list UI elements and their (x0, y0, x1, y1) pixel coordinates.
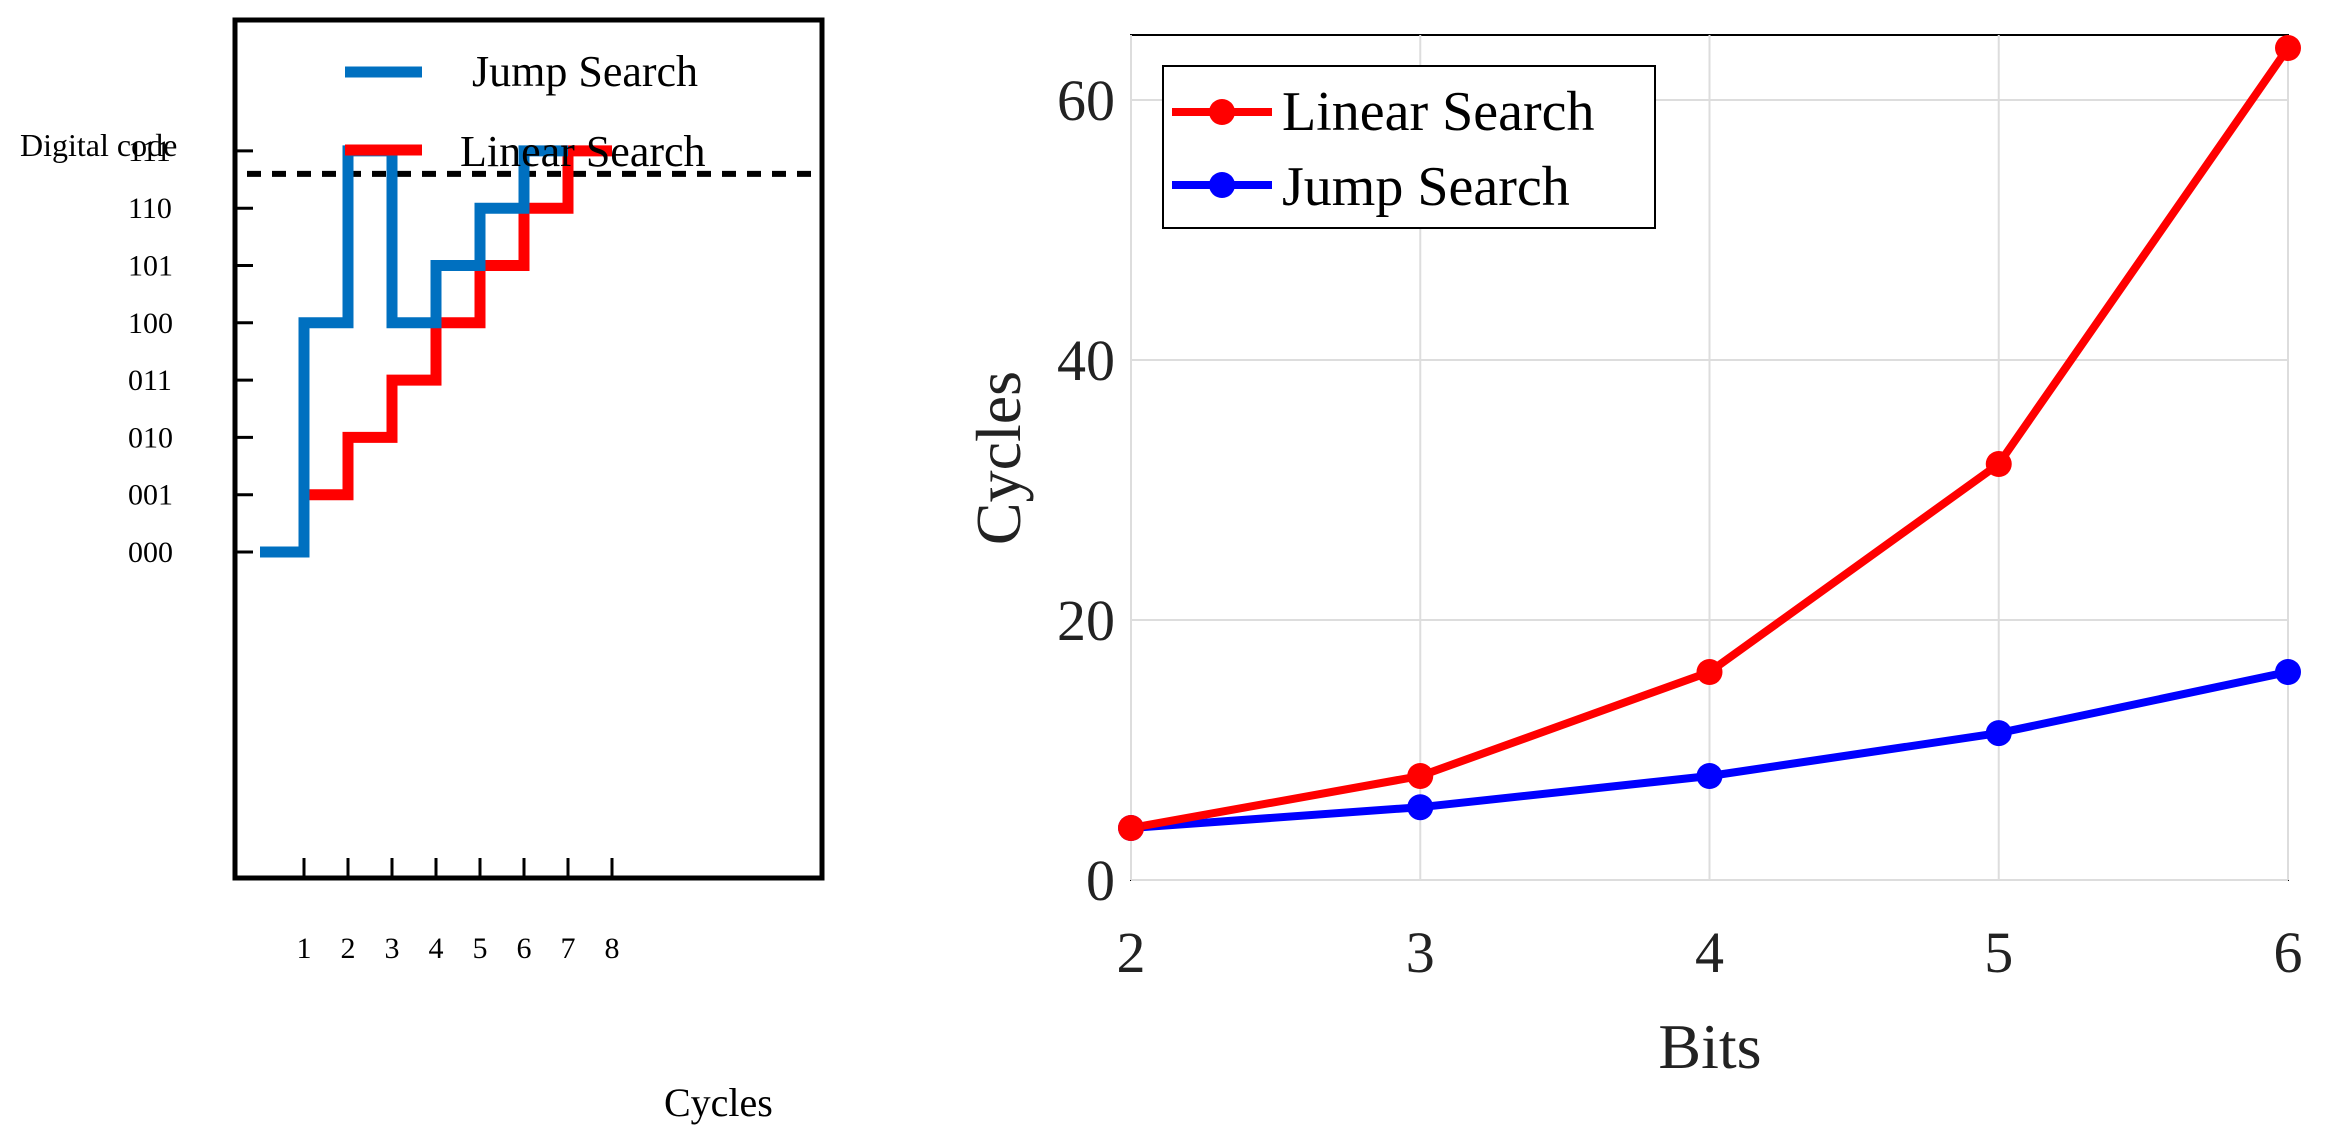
right-y-tick-label: 60 (1057, 68, 1115, 133)
left-x-axis-title: Cycles (664, 1080, 773, 1125)
right-legend-box (1162, 65, 1656, 229)
left-y-axis-title: Digital code (20, 127, 177, 163)
legend-label-jump-search: Jump Search (1282, 156, 1570, 218)
left-x-tick-label: 7 (561, 932, 576, 965)
right-legend: Linear Search Jump Search (1162, 65, 1656, 229)
data-point-jump-search (1696, 763, 1723, 789)
right-y-tick-label: 0 (1086, 848, 1115, 913)
left-y-axis: 000 001 010 011 100 101 110 111 (128, 135, 253, 569)
left-x-tick-label: 2 (341, 932, 356, 965)
data-point-linear-search (2275, 35, 2301, 61)
left-x-tick-label: 1 (297, 932, 312, 965)
data-point-linear-search (1118, 815, 1144, 841)
right-x-axis-title: Bits (1658, 1011, 1761, 1082)
data-point-linear-search (1407, 763, 1434, 789)
series-line-linear-search-steps (260, 145, 612, 558)
left-y-tick-label: 001 (128, 479, 173, 512)
legend-label-jump-search: Jump Search (472, 47, 698, 96)
left-y-tick-label: 010 (128, 421, 173, 454)
series-line-jump-search-steps (260, 145, 568, 558)
left-y-tick-label: 000 (128, 536, 173, 569)
right-y-tick-label: 20 (1057, 588, 1115, 653)
right-x-tick-label: 3 (1406, 920, 1435, 985)
left-x-tick-label: 5 (473, 932, 488, 965)
right-y-tick-label: 40 (1057, 328, 1115, 393)
right-x-axis: 2 3 4 5 6 (1117, 920, 2303, 985)
right-x-tick-label: 5 (1984, 920, 2013, 985)
data-point-jump-search (2275, 659, 2301, 685)
left-legend: Jump Search Linear Search (345, 47, 706, 176)
right-y-axis: 0 20 40 60 (1057, 68, 1115, 913)
right-x-tick-label: 4 (1695, 920, 1724, 985)
left-y-tick-label: 011 (128, 364, 172, 397)
left-x-tick-label: 8 (605, 932, 620, 965)
left-y-tick-label: 110 (128, 192, 172, 225)
legend-label-linear-search: Linear Search (1282, 81, 1594, 143)
left-y-tick-label: 111 (128, 135, 171, 168)
left-x-tick-label: 3 (385, 932, 400, 965)
right-y-axis-title: Cycles (963, 371, 1034, 545)
left-x-tick-label: 4 (429, 932, 444, 965)
legend-marker-linear-search (1209, 99, 1235, 125)
right-data-points (1118, 35, 2301, 841)
left-plot-frame (232, 17, 825, 881)
left-x-tick-label: 6 (517, 932, 532, 965)
data-point-linear-search (1985, 451, 2012, 477)
data-point-jump-search (1407, 794, 1434, 821)
legend-label-linear-search: Linear Search (460, 127, 706, 176)
data-point-linear-search (1696, 659, 1723, 685)
data-point-jump-search (1985, 720, 2012, 747)
legend-marker-jump-search (1209, 172, 1235, 198)
left-y-tick-label: 101 (128, 250, 173, 283)
right-x-tick-label: 2 (1117, 920, 1146, 985)
left-y-tick-label: 100 (128, 307, 173, 340)
right-x-tick-label: 6 (2274, 920, 2303, 985)
